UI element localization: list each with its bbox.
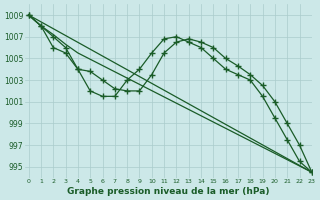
X-axis label: Graphe pression niveau de la mer (hPa): Graphe pression niveau de la mer (hPa) <box>67 187 270 196</box>
